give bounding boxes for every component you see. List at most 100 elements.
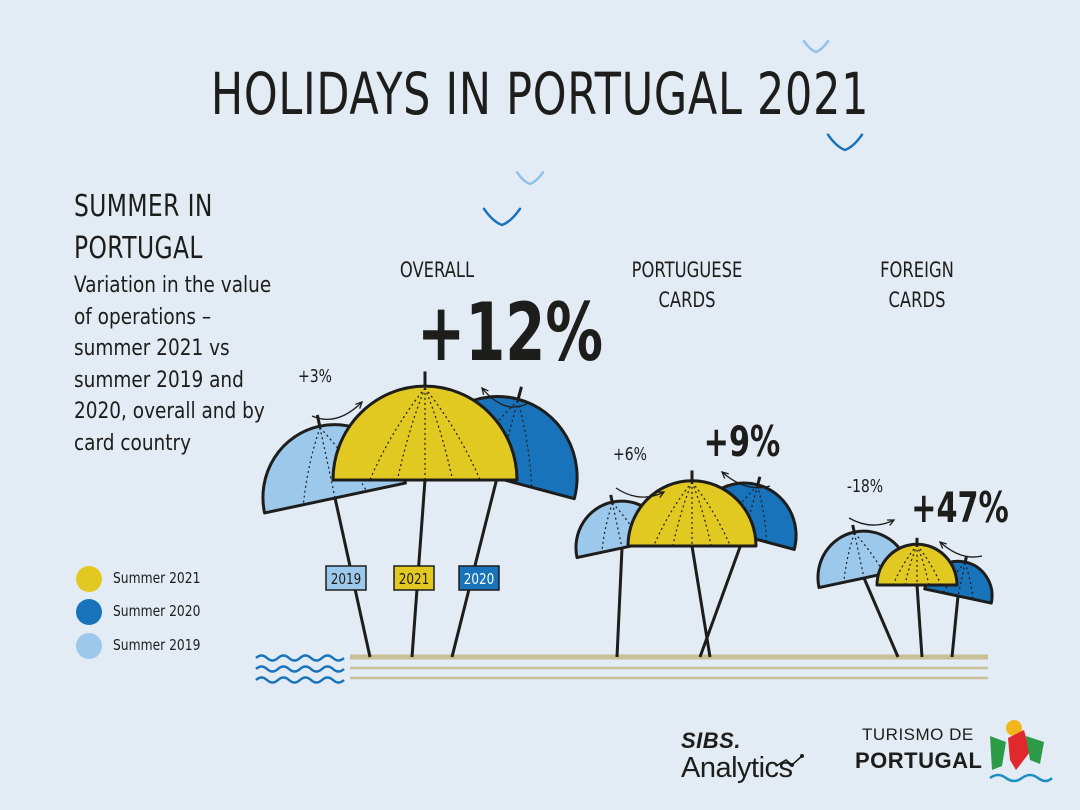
year-tag-label-group: 2020 [464,571,495,589]
variation-vs-2020-group: +12% [417,287,603,380]
group-2-umbrella-2021-rib [691,481,712,547]
turismo-logo-leaf [990,736,1006,770]
sibs-logo-dot [800,754,804,758]
legend-swatch-2020 [76,599,102,625]
group-2-umbrella-2021-rib [691,481,731,547]
category-label-group: CARDS [888,289,945,312]
variation-arrow-2020 [721,471,771,489]
turismo-logo-sun [1006,720,1022,736]
sibs-logo-name: SIBS. [681,728,741,753]
group-1-umbrella-2021-rib [369,387,426,481]
group-2-umbrella-2019-rib [611,502,623,549]
turismo-logo-leaf [1026,736,1044,764]
group-2-umbrella-2021-rib [653,481,693,547]
bird-icon [826,133,864,152]
group-3-umbrella-2021-rib [916,544,930,586]
group-3-umbrella-2020-rib [957,562,966,597]
sibs-logo-dot [790,763,794,767]
page-title: HOLIDAYS IN PORTUGAL 2021 [210,60,870,128]
variation-vs-2019-group: +3% [298,365,332,386]
group-3-umbrella-2021-rib [904,544,918,586]
legend-swatch-2021 [76,566,102,592]
variation-vs-2019: -18% [847,475,883,496]
legend-label-2020: Summer 2020 [113,602,201,620]
group-1-umbrella-2019-rib [319,427,368,492]
variation-arrow-2020 [939,541,983,558]
category-label: CARDS [658,289,715,312]
year-tag-label-group: 2021 [399,571,430,589]
variation-vs-2020: +12% [417,287,603,380]
variation-arrow-2020-head [938,540,947,549]
variation-vs-2019: +3% [298,365,332,386]
category-label: CARDS [888,289,945,312]
group-3-umbrella-2019-rib [843,532,856,583]
category-label-group: OVERALL [400,259,475,282]
legend-label-2021: Summer 2021 [113,569,201,587]
sibs-logo-mark [775,755,803,767]
water-wave [255,654,345,662]
group-3-umbrella-2020-pole [950,595,960,658]
category-label-group: CARDS [658,289,715,312]
group-2-umbrella-2019-rib [601,502,614,553]
group-1-umbrella-2019-rib [302,427,321,505]
chart-description: Variation in the value of operations – s… [74,273,272,456]
variation-arrow-2020-head [720,471,729,479]
group-2-umbrella-2021-pole [690,545,712,658]
variation-vs-2020: +9% [704,417,781,466]
group-3-umbrella-2021-pole [915,584,924,658]
variation-vs-2020-group: +9% [704,417,781,466]
group-1-umbrella-2021-rib [424,387,454,481]
variation-vs-2020: +47% [911,483,1009,532]
variation-vs-2019-group: +6% [613,443,647,464]
category-label: FOREIGN [880,259,954,282]
turismo-logo-wave [989,773,1053,783]
group-3-umbrella-2019-rib [853,532,865,579]
turismo-logo-line2: PORTUGAL [855,748,983,773]
variation-vs-2019: +6% [613,443,647,464]
variation-arrow-2019-head [656,491,666,498]
group-1-umbrella-2021-rib [396,387,426,481]
category-label-group: PORTUGUESE [632,259,743,282]
year-tag-label: 2019 [331,571,362,589]
group-3-umbrella-2021 [875,537,959,587]
variation-arrow-2019-head [355,400,364,409]
year-tag-label: 2020 [464,571,495,589]
turismo-logo-line1: TURISMO DE [862,725,974,744]
section-subtitle: SUMMER IN PORTUGAL [74,189,213,266]
category-label-group: FOREIGN [880,259,954,282]
group-1-umbrella-2019-rib [319,427,336,499]
water-wave [255,676,345,684]
variation-arrow-2019 [848,517,895,526]
year-tag-box [393,565,435,591]
category-label: PORTUGUESE [632,259,743,282]
sibs-logo-sub: Analytics [681,752,793,784]
water-wave [255,665,345,673]
category-label: OVERALL [400,259,475,282]
group-2-umbrella-2019-pole [615,547,624,658]
variation-vs-2020-group: +47% [911,483,1009,532]
legend-label-2019: Summer 2019 [113,636,201,654]
group-2-umbrella-2021-rib [672,481,693,547]
variation-arrow-2019 [615,487,665,498]
group-1-umbrella-2020-tip [516,386,523,400]
year-tag-label: 2021 [399,571,430,589]
variation-arrow-2019 [311,401,363,420]
variation-arrow-2019-head [886,519,896,526]
year-tag-box [458,565,500,591]
group-3-umbrella-2019-pole [862,577,900,658]
bird-icon [802,39,830,54]
group-1-umbrella-2021-rib [424,387,481,481]
turismo-logo-flame [1008,730,1030,770]
bird-icon [515,171,545,186]
legend-swatch-2019 [76,633,102,659]
variation-vs-2019-group: -18% [847,475,883,496]
group-1-umbrella-2021 [331,371,519,482]
bird-icon [482,207,522,227]
group-3-umbrella-2021-canopy [875,542,959,587]
variation-arrow-2020 [481,387,531,408]
year-tag-box [325,565,367,591]
year-tag-label-group: 2019 [331,571,362,589]
variation-arrow-2020-head [481,386,489,395]
group-1-umbrella-2019-tip [315,414,322,427]
